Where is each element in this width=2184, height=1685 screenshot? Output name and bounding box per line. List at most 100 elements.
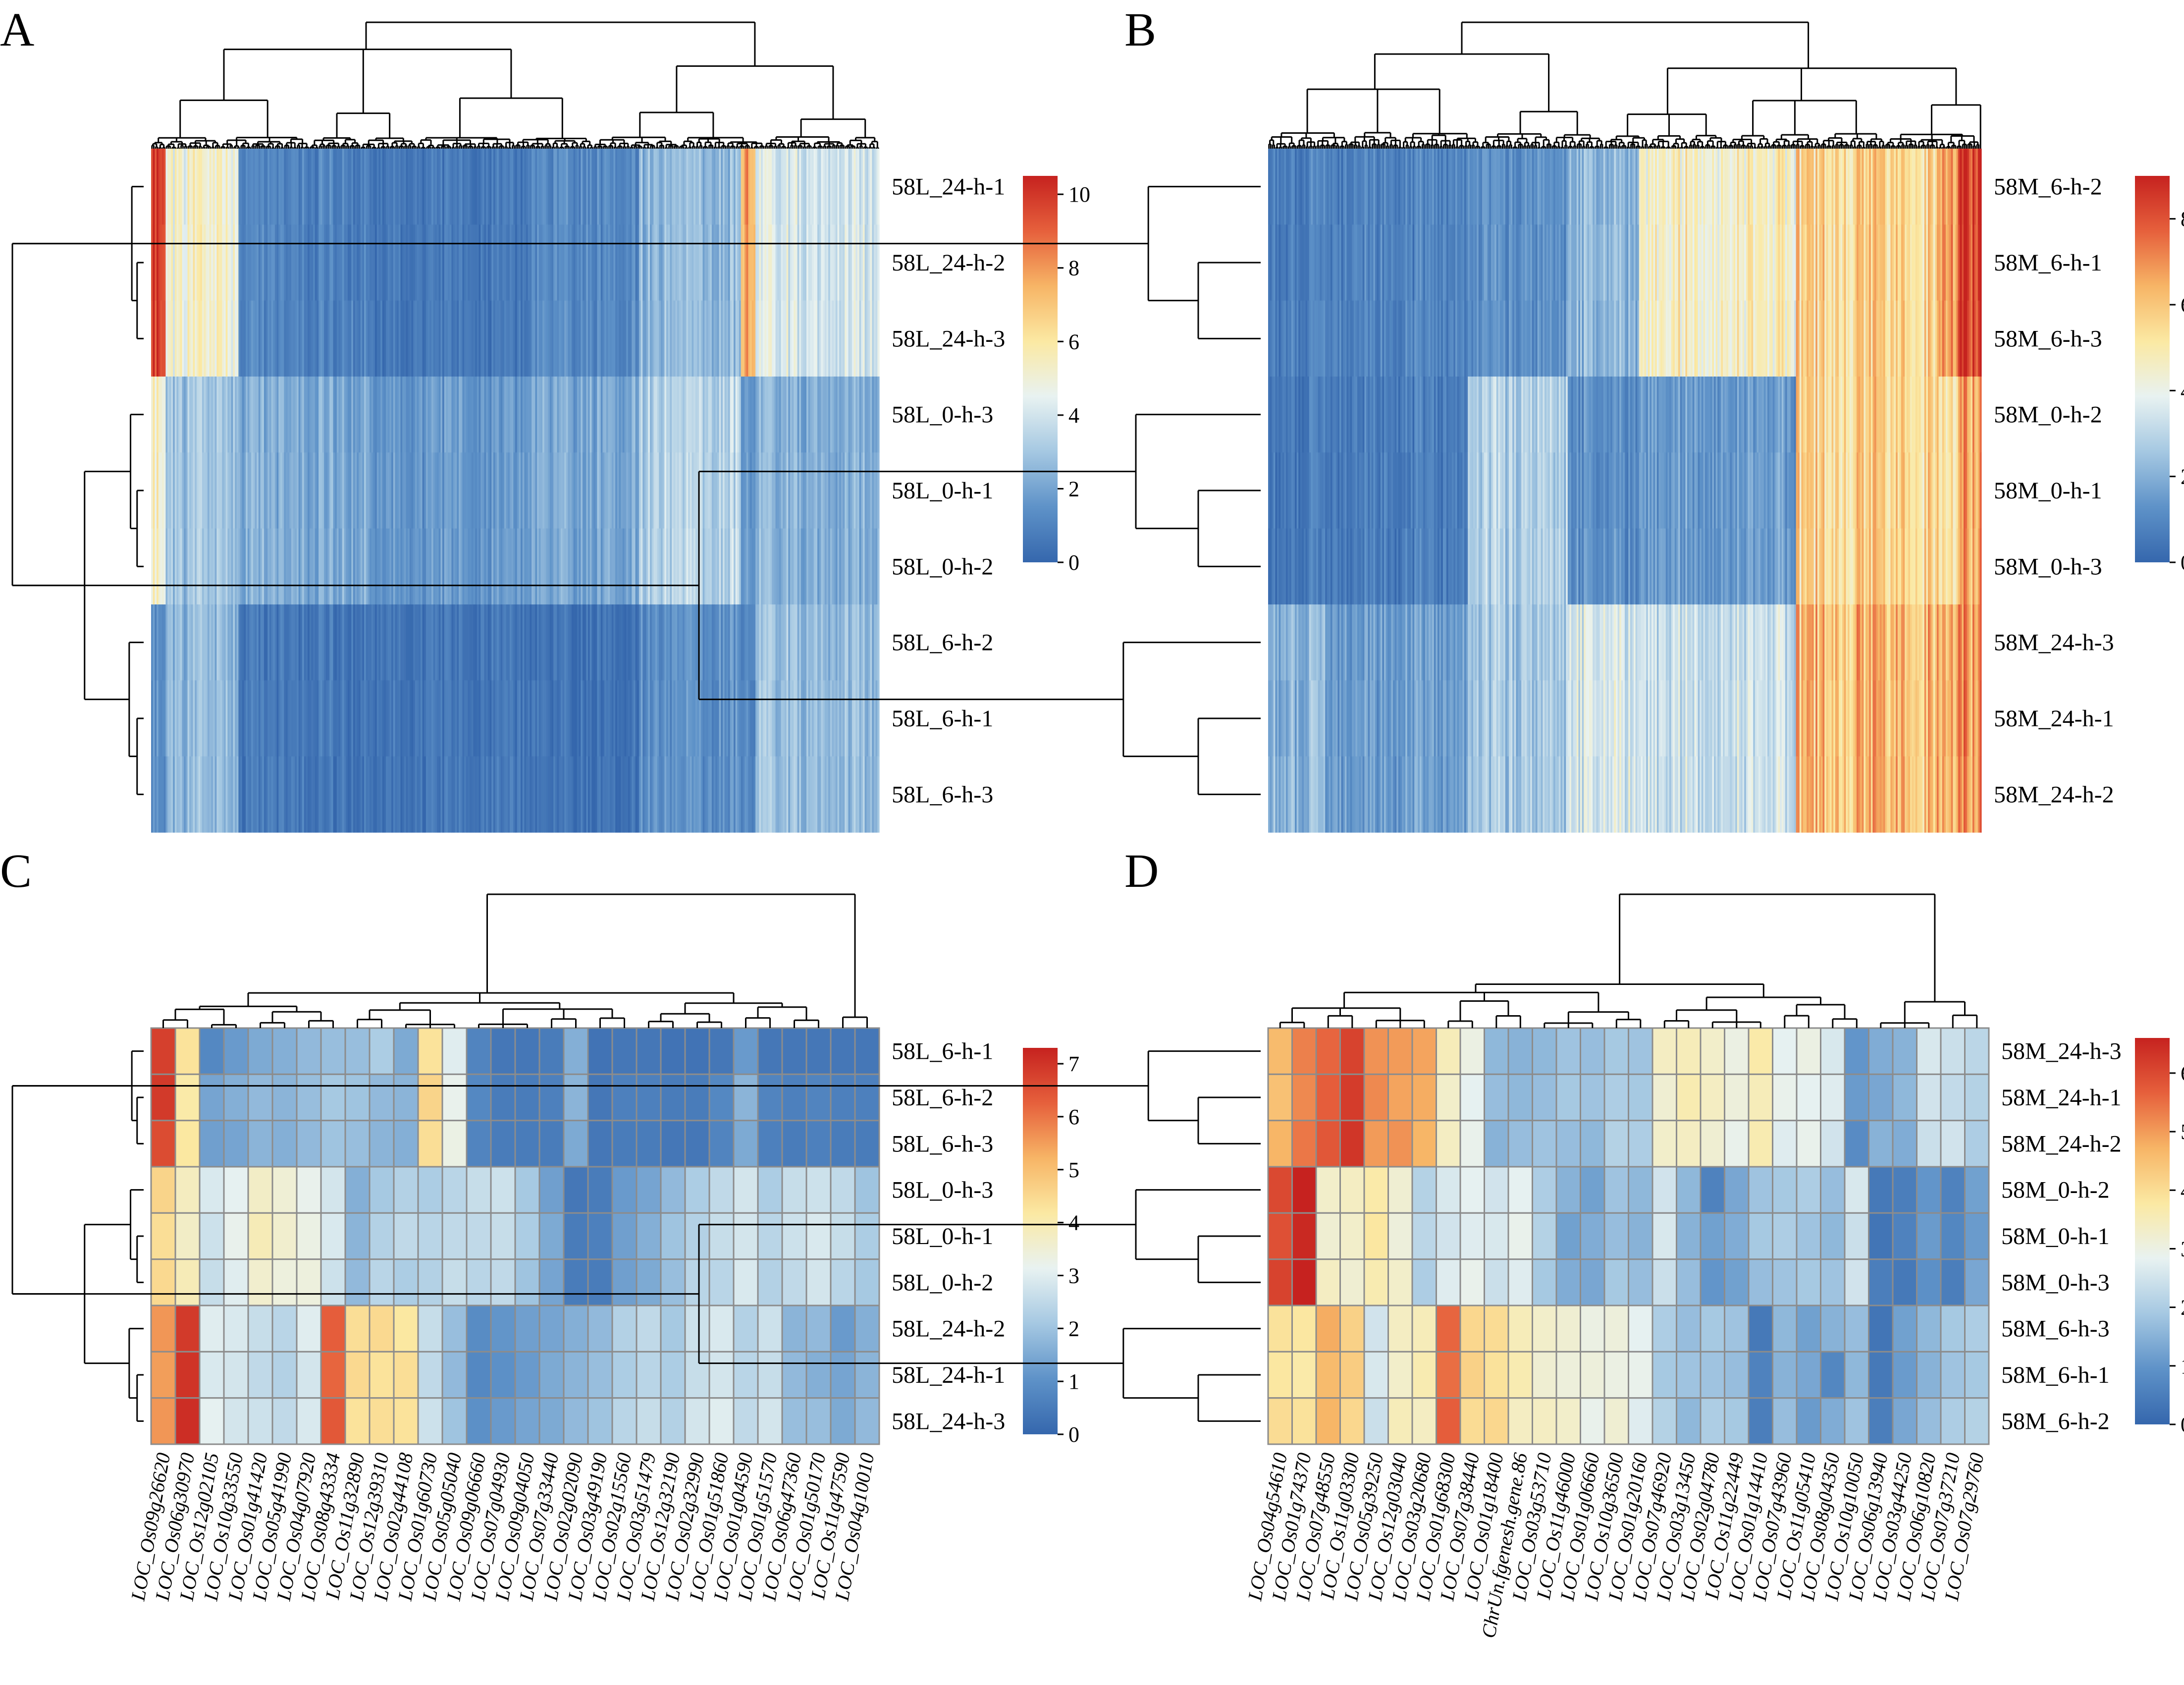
heatmap-cell [260, 377, 263, 453]
heatmap-cell [779, 300, 782, 377]
heatmap-cell [195, 224, 197, 301]
heatmap-cell [1444, 149, 1447, 225]
heatmap-cell [528, 604, 530, 681]
row-dendrogram [11, 186, 144, 795]
heatmap-cell [873, 377, 876, 453]
heatmap-cell [1423, 680, 1426, 757]
heatmap-cell [544, 377, 547, 453]
heatmap-cell [606, 680, 609, 757]
heatmap-cell [1323, 452, 1326, 529]
heatmap-cell [495, 756, 497, 833]
heatmap-cell [730, 604, 732, 681]
heatmap-cell [640, 377, 643, 453]
heatmap-cell [285, 756, 288, 833]
heatmap-cell [477, 528, 479, 605]
heatmap-cell [370, 756, 372, 833]
heatmap-cell [202, 224, 205, 301]
heatmap-cell [713, 452, 716, 529]
heatmap-cell [741, 377, 743, 453]
heatmap-cell [823, 452, 825, 529]
heatmap-cell [646, 528, 648, 605]
heatmap-cell [1344, 528, 1347, 605]
heatmap-cell [225, 680, 228, 757]
heatmap-cell [1287, 377, 1290, 453]
heatmap-cell [852, 528, 854, 605]
heatmap-cell [155, 756, 157, 833]
heatmap-cell [633, 680, 636, 757]
heatmap-cell [553, 604, 556, 681]
heatmap-cell [464, 528, 467, 605]
heatmap-cell [1469, 149, 1472, 225]
heatmap-cell [1519, 149, 1522, 225]
heatmap-cell [1341, 149, 1343, 225]
heatmap-cell [1268, 149, 1271, 225]
heatmap-cell [1525, 756, 1527, 833]
heatmap-cell [475, 528, 478, 605]
heatmap-cell [646, 756, 648, 833]
heatmap-cell [870, 377, 872, 453]
heatmap-cell [852, 680, 854, 757]
heatmap-cell [309, 452, 312, 529]
heatmap-cell [1510, 377, 1513, 453]
heatmap-cell [449, 528, 452, 605]
heatmap-cell [1450, 452, 1452, 529]
heatmap-cell [681, 149, 683, 225]
heatmap-cell [1270, 680, 1272, 757]
heatmap-cell [433, 680, 435, 757]
heatmap-cell [715, 680, 718, 757]
heatmap-cell [1309, 224, 1311, 301]
heatmap-cell [1429, 604, 1431, 681]
heatmap-cell [1420, 756, 1422, 833]
heatmap-cell [546, 528, 548, 605]
heatmap-cell [1471, 680, 1474, 757]
heatmap-cell [246, 224, 248, 301]
heatmap-cell [274, 300, 277, 377]
heatmap-cell [1332, 604, 1334, 681]
heatmap-cell [320, 528, 323, 605]
heatmap-cell [1432, 224, 1435, 301]
heatmap-cell [471, 452, 474, 529]
heatmap-cell [1377, 604, 1379, 681]
heatmap-cell [417, 680, 419, 757]
heatmap-cell [158, 756, 160, 833]
heatmap-cell [1313, 452, 1315, 529]
heatmap-cell [1304, 452, 1306, 529]
heatmap-cell [1391, 452, 1393, 529]
heatmap-cell [768, 528, 771, 605]
heatmap-cell [750, 604, 752, 681]
heatmap-cell [542, 377, 545, 453]
heatmap-cell [386, 604, 388, 681]
heatmap-cell [506, 377, 508, 453]
heatmap-cell [522, 224, 525, 301]
heatmap-cell [1412, 756, 1415, 833]
heatmap-cell [366, 452, 368, 529]
heatmap-cell [435, 680, 437, 757]
heatmap-cell [1291, 680, 1293, 757]
heatmap-cell [466, 224, 469, 301]
heatmap-cell [508, 604, 510, 681]
heatmap-cell [1525, 604, 1527, 681]
heatmap-cell [841, 452, 844, 529]
heatmap-cell [276, 452, 279, 529]
heatmap-cell [491, 452, 494, 529]
heatmap-cell [216, 224, 219, 301]
heatmap-cell [806, 756, 809, 833]
heatmap-cell [1516, 377, 1518, 453]
heatmap-cell [1318, 528, 1320, 605]
heatmap-cell [846, 756, 849, 833]
heatmap-cell [364, 528, 367, 605]
row-label: 58L_0-h-3 [892, 402, 993, 428]
heatmap-cell [500, 224, 503, 301]
heatmap-cell [662, 528, 665, 605]
heatmap-cell [852, 452, 854, 529]
heatmap-cell [1270, 528, 1272, 605]
heatmap-cell [1512, 604, 1515, 681]
heatmap-cell [163, 452, 166, 529]
heatmap-cell [289, 528, 292, 605]
heatmap-cell [174, 149, 177, 225]
heatmap-cell [693, 300, 696, 377]
heatmap-cell [699, 300, 701, 377]
heatmap-cell [453, 528, 456, 605]
heatmap-cell [872, 377, 874, 453]
heatmap-cell [417, 452, 419, 529]
